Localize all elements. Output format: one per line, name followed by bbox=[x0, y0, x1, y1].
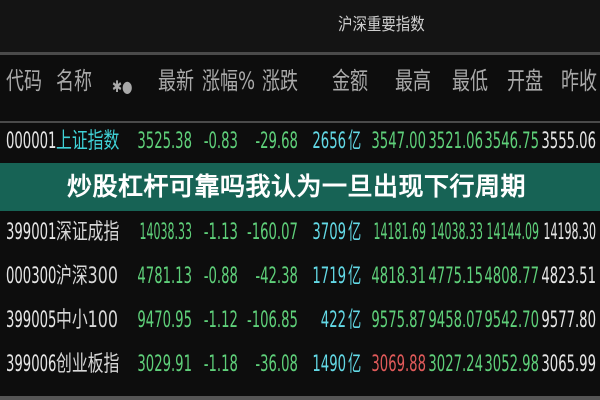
cell-open: 14144.09 bbox=[486, 220, 539, 245]
column-header[interactable]: 涨跌 bbox=[262, 67, 298, 95]
cell-amount: 1719 bbox=[312, 264, 346, 289]
index-code: 399001 bbox=[6, 220, 57, 245]
amount-unit: 亿 bbox=[348, 220, 362, 245]
amount-unit: 亿 bbox=[348, 352, 362, 377]
cell-amount: 422 bbox=[320, 308, 346, 333]
cell-low: 14038.33 bbox=[430, 220, 483, 245]
cell-pct: -1.12 bbox=[203, 308, 238, 333]
divider bbox=[0, 121, 600, 123]
column-header[interactable]: 名称 bbox=[56, 67, 92, 95]
cell-prev: 9577.80 bbox=[541, 308, 596, 333]
cell-chg: -42.38 bbox=[255, 264, 298, 289]
cell-pct: -0.83 bbox=[203, 129, 238, 154]
cell-latest: 3525.38 bbox=[137, 129, 192, 154]
cell-amount: 1490 bbox=[312, 352, 346, 377]
cell-latest: 3029.91 bbox=[137, 352, 192, 377]
column-header[interactable]: ✱● bbox=[112, 77, 133, 96]
column-header[interactable]: 涨幅% bbox=[202, 67, 256, 95]
index-code: 399005 bbox=[6, 308, 57, 333]
column-header[interactable]: 最高 bbox=[395, 67, 431, 95]
index-name: 创业板指 bbox=[56, 352, 120, 377]
cell-amount: 2656 bbox=[312, 129, 346, 154]
cell-pct: -1.18 bbox=[203, 352, 238, 377]
cell-open: 9542.70 bbox=[484, 308, 539, 333]
column-header[interactable]: 最低 bbox=[452, 67, 488, 95]
headline-banner[interactable]: 炒股杠杆可靠吗我认为一旦出现下行周期 bbox=[0, 163, 600, 211]
cell-chg: -160.07 bbox=[247, 220, 298, 245]
cell-latest: 9470.95 bbox=[137, 308, 192, 333]
column-header[interactable]: 代码 bbox=[6, 67, 42, 95]
amount-unit: 亿 bbox=[348, 129, 362, 154]
index-name: 深证成指 bbox=[56, 220, 120, 245]
divider bbox=[0, 52, 600, 55]
cell-prev: 3555.06 bbox=[541, 129, 596, 154]
screen-title: 沪深重要指数 bbox=[338, 15, 425, 35]
cell-prev: 4823.51 bbox=[541, 264, 596, 289]
cell-chg: -36.08 bbox=[255, 352, 298, 377]
amount-unit: 亿 bbox=[348, 308, 362, 333]
index-name: 沪深300 bbox=[56, 264, 118, 289]
cell-low: 4775.15 bbox=[428, 264, 483, 289]
index-name: 中小100 bbox=[56, 308, 118, 333]
cell-high: 3547.00 bbox=[371, 129, 426, 154]
bottom-bar bbox=[0, 396, 600, 400]
cell-pct: -1.13 bbox=[203, 220, 238, 245]
headline-text: 炒股杠杆可靠吗我认为一旦出现下行周期 bbox=[67, 172, 527, 201]
cell-low: 3027.24 bbox=[428, 352, 483, 377]
column-header[interactable]: 最新 bbox=[158, 67, 194, 95]
title-bar: 沪深重要指数 bbox=[0, 0, 600, 52]
cell-latest: 14038.33 bbox=[139, 220, 192, 245]
cell-high: 3069.88 bbox=[371, 352, 426, 377]
cell-pct: -0.88 bbox=[203, 264, 238, 289]
cell-prev: 14198.30 bbox=[543, 220, 596, 245]
cell-amount: 3709 bbox=[312, 220, 346, 245]
cell-prev: 3065.99 bbox=[541, 352, 596, 377]
cell-low: 9458.07 bbox=[428, 308, 483, 333]
cell-low: 3521.06 bbox=[428, 129, 483, 154]
cell-latest: 4781.13 bbox=[137, 264, 192, 289]
cell-high: 14181.69 bbox=[373, 220, 426, 245]
cell-high: 9575.87 bbox=[371, 308, 426, 333]
column-header[interactable]: 金额 bbox=[332, 67, 368, 95]
column-header[interactable]: 开盘 bbox=[507, 67, 543, 95]
cell-chg: -106.85 bbox=[247, 308, 298, 333]
index-code: 399006 bbox=[6, 352, 57, 377]
index-code: 000001 bbox=[6, 129, 57, 154]
index-code: 000300 bbox=[6, 264, 57, 289]
amount-unit: 亿 bbox=[348, 264, 362, 289]
index-name: 上证指数 bbox=[56, 129, 120, 154]
cell-high: 4818.31 bbox=[371, 264, 426, 289]
column-header[interactable]: 昨收 bbox=[561, 67, 597, 95]
cell-open: 3546.75 bbox=[484, 129, 539, 154]
cell-open: 3052.98 bbox=[484, 352, 539, 377]
cell-chg: -29.68 bbox=[255, 129, 298, 154]
cell-open: 4808.77 bbox=[484, 264, 539, 289]
